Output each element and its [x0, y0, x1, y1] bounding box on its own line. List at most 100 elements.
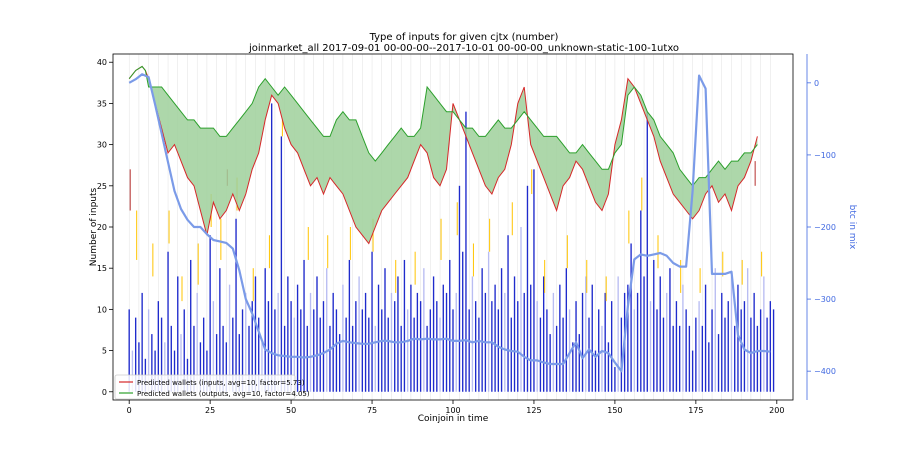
bar: [536, 301, 538, 392]
bar: [306, 325, 308, 392]
bar: [206, 350, 208, 392]
bar: [261, 342, 263, 392]
bar: [520, 227, 522, 392]
bar: [329, 325, 331, 392]
bar: [691, 350, 694, 392]
bar: [355, 301, 357, 392]
bar: [449, 259, 451, 392]
bar: [403, 259, 406, 392]
bar: [627, 284, 629, 392]
bar: [491, 301, 493, 392]
y-axis: 0 5 10 15 20 25 30 35 40: [97, 58, 113, 397]
bar: [523, 292, 525, 392]
bar: [335, 309, 338, 392]
bar: [530, 284, 532, 392]
bar: [727, 301, 729, 392]
x-tick-label: 125: [526, 406, 541, 415]
bar: [513, 276, 516, 392]
bar: [669, 268, 671, 392]
bar: [581, 292, 584, 392]
y-tick-label: 15: [97, 264, 107, 273]
bar: [128, 309, 130, 392]
legend-label-inputs: Predicted wallets (inputs, avg=10, facto…: [137, 379, 305, 387]
outputs-line: [128, 65, 758, 187]
bar: [471, 276, 474, 392]
y-tick-label: 0: [102, 388, 107, 397]
x-tick-label: 175: [688, 406, 703, 415]
bar: [640, 210, 642, 392]
x-tick-label: 75: [367, 406, 377, 415]
bar: [361, 309, 364, 392]
bar: [313, 309, 315, 392]
bar: [445, 292, 448, 392]
bar: [594, 350, 597, 392]
bar: [555, 325, 558, 392]
bar: [374, 325, 376, 392]
bar: [766, 317, 768, 392]
bar: [458, 185, 461, 392]
legend-label-outputs: Predicted wallets (outputs, avg=10, fact…: [137, 390, 310, 398]
bar: [737, 284, 739, 392]
bar: [322, 301, 325, 392]
bar: [160, 317, 163, 392]
bar: [238, 334, 240, 392]
chart-subtitle: joinmarket_all 2017-09-01 00-00-00--2017…: [248, 43, 679, 54]
bar: [675, 301, 678, 392]
chart-title: Type of inputs for given cjtx (number): [369, 32, 559, 43]
bar: [180, 334, 182, 392]
bar: [397, 276, 399, 392]
legend-box: [114, 374, 296, 400]
bar: [177, 276, 179, 392]
bar: [643, 276, 645, 392]
bar: [481, 268, 483, 392]
bar: [610, 301, 613, 392]
bar: [400, 325, 402, 392]
y2-tick-label: −100: [814, 151, 836, 160]
bar: [254, 276, 257, 392]
bar: [215, 334, 218, 392]
bar: [432, 276, 435, 392]
bar: [429, 309, 432, 392]
bar: [750, 317, 752, 392]
x-tick-label: 25: [205, 406, 215, 415]
bar: [604, 292, 606, 392]
bar: [280, 136, 283, 392]
bar: [730, 276, 733, 392]
y2-tick-label: −200: [814, 223, 836, 232]
bar: [138, 342, 140, 392]
bar: [377, 284, 380, 392]
bar: [714, 268, 716, 392]
y2-axis: 0 −100 −200 −300 −400: [807, 79, 836, 376]
bar: [345, 317, 347, 392]
bar: [701, 325, 704, 392]
y-tick-label: 35: [97, 99, 107, 108]
bar: [436, 301, 438, 392]
bar: [455, 292, 457, 392]
bar: [235, 218, 237, 392]
bar: [507, 235, 509, 392]
bar: [410, 284, 412, 392]
bar: [614, 367, 616, 392]
bar: [212, 301, 215, 392]
x-tick-label: 0: [127, 406, 132, 415]
bar: [646, 111, 648, 392]
bar: [685, 309, 687, 392]
bar: [351, 325, 354, 392]
bar: [381, 309, 383, 392]
bar: [542, 276, 545, 392]
bar: [296, 284, 299, 392]
bar: [533, 169, 535, 392]
bar: [196, 292, 198, 392]
bar: [183, 309, 185, 392]
bar: [504, 292, 506, 392]
bar: [591, 284, 593, 392]
bar: [293, 317, 296, 392]
bar: [672, 325, 674, 392]
bar: [232, 317, 234, 392]
x-axis-label: Coinjoin in time: [418, 414, 489, 424]
bar: [387, 317, 389, 392]
y-axis-label: Number of inputs: [89, 187, 99, 266]
bar: [704, 284, 707, 392]
bar: [598, 309, 600, 392]
bar: [678, 325, 681, 392]
